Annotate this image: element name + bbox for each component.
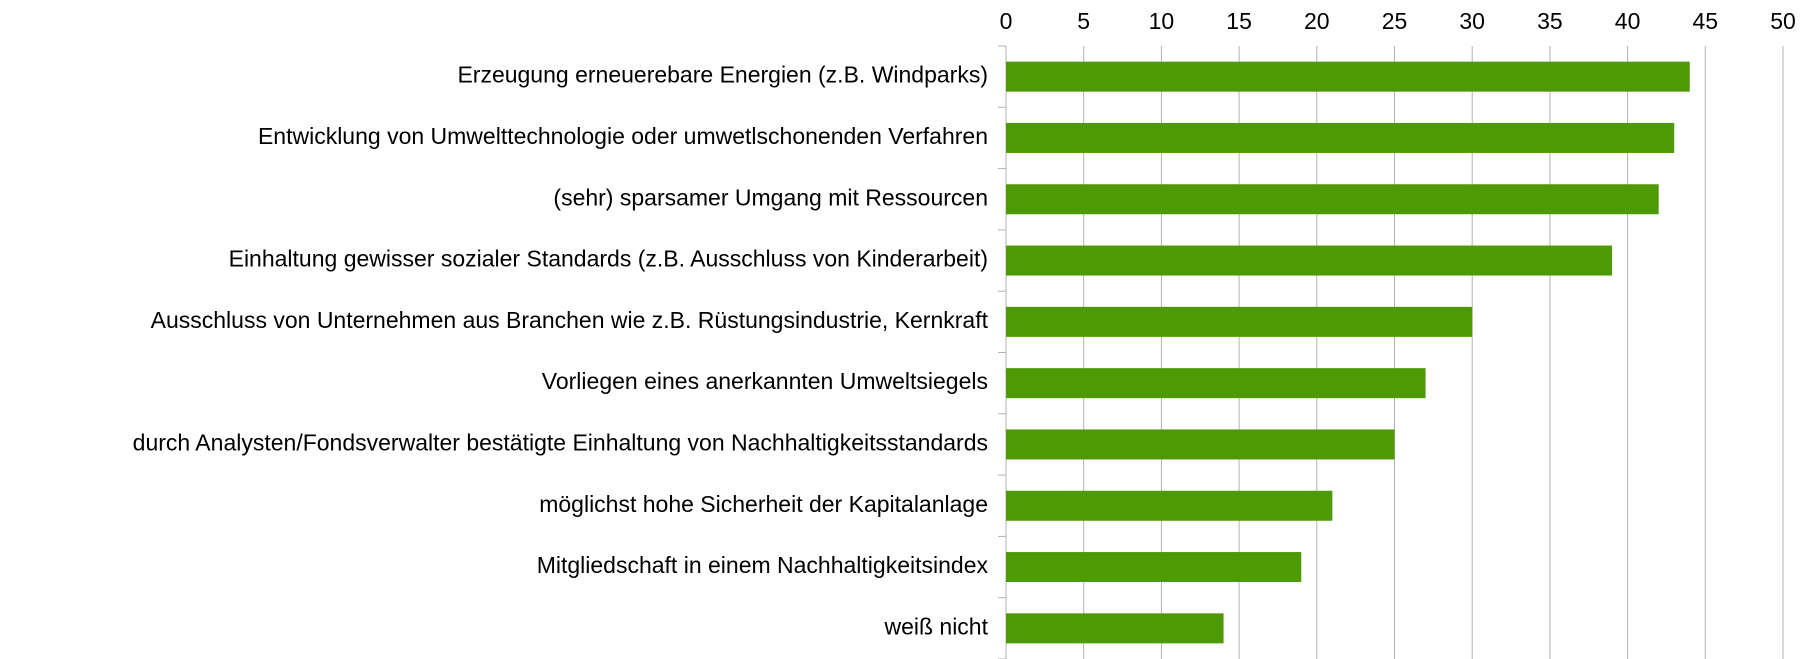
y-tick-label: möglichst hohe Sicherheit der Kapitalanl… <box>539 491 988 517</box>
bar <box>1006 368 1426 399</box>
x-tick-label: 10 <box>1149 8 1175 34</box>
y-tick-label: Mitgliedschaft in einem Nachhaltigkeitsi… <box>537 552 989 578</box>
bar <box>1006 613 1224 644</box>
x-tick-label: 5 <box>1077 8 1090 34</box>
y-tick-label: (sehr) sparsamer Umgang mit Ressourcen <box>553 184 988 210</box>
y-tick-label: Erzeugung erneuerebare Energien (z.B. Wi… <box>457 62 988 88</box>
x-tick-label: 15 <box>1226 8 1252 34</box>
bar <box>1006 184 1659 215</box>
bar <box>1006 61 1690 92</box>
bar <box>1006 122 1675 153</box>
bar <box>1006 490 1333 521</box>
bar <box>1006 245 1613 276</box>
x-tick-label: 50 <box>1770 8 1796 34</box>
y-tick-label: Entwicklung von Umwelttechnologie oder u… <box>258 123 988 149</box>
x-tick-label: 25 <box>1382 8 1408 34</box>
bar <box>1006 429 1395 460</box>
x-tick-label: 20 <box>1304 8 1330 34</box>
x-tick-label: 35 <box>1537 8 1563 34</box>
bar <box>1006 552 1302 583</box>
x-tick-label: 0 <box>1000 8 1013 34</box>
bar <box>1006 306 1473 337</box>
y-tick-label: Ausschluss von Unternehmen aus Branchen … <box>151 307 989 333</box>
y-tick-label: Einhaltung gewisser sozialer Standards (… <box>229 246 988 272</box>
y-tick-label: Vorliegen eines anerkannten Umweltsiegel… <box>542 368 988 394</box>
x-tick-label: 40 <box>1615 8 1641 34</box>
y-tick-label: durch Analysten/Fondsverwalter bestätigt… <box>133 430 988 456</box>
x-tick-label: 30 <box>1459 8 1485 34</box>
x-tick-label: 45 <box>1693 8 1719 34</box>
y-tick-label: weiß nicht <box>883 613 988 639</box>
